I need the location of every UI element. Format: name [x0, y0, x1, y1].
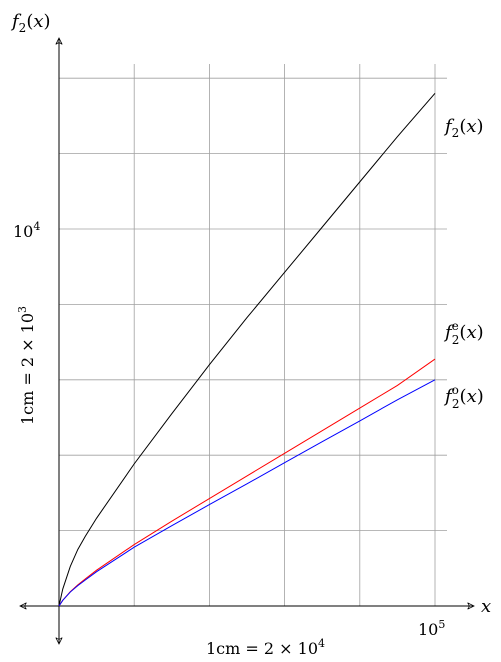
axes [20, 38, 474, 644]
x-tick-label: 105 [418, 618, 445, 639]
x-scale-note: 1cm = 2 × 104 [206, 637, 325, 658]
y-tick-label: 104 [13, 220, 40, 241]
series-line-f2e-x- [58, 358, 436, 607]
chart-labels: f2(x) fe 2(x) fo 2(x) f2(x) x 105 104 1cm = 2 × 1… [10, 11, 491, 658]
series-lines [58, 92, 436, 607]
x-axis-title: x [481, 596, 491, 617]
y-scale-note: 1cm = 2 × 103 [16, 306, 37, 425]
series-line-f2o-x- [58, 379, 436, 607]
y-axis-title: f2(x) [10, 11, 51, 35]
series-label-f2o-x-: fo 2(x) [443, 383, 484, 411]
series-line-f2-x- [58, 92, 436, 607]
series-label-f2e-x-: fe 2(x) [443, 319, 484, 347]
series-label-f2-x-: f2(x) [443, 116, 484, 140]
grid [59, 64, 447, 606]
